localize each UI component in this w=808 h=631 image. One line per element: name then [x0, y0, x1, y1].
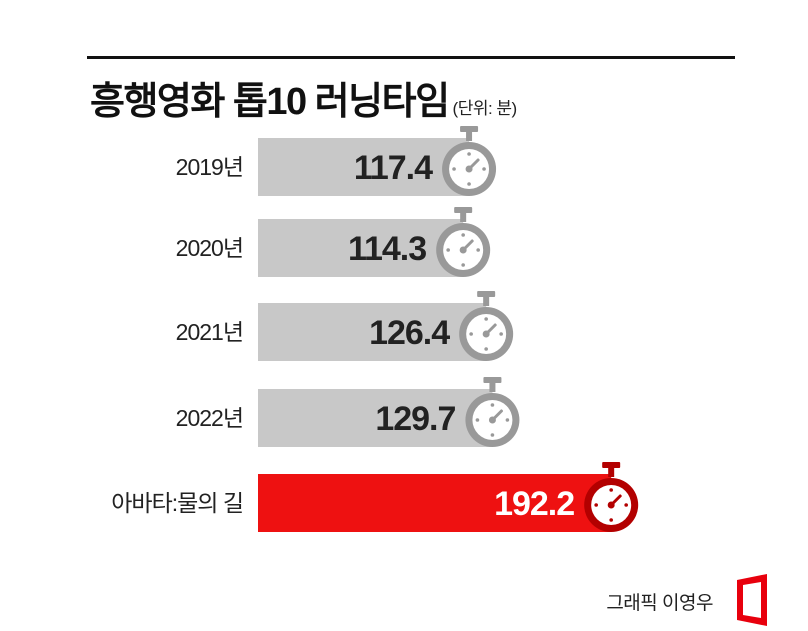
bar: [258, 474, 612, 532]
category-label: 2020년: [176, 235, 243, 261]
value-label: 117.4: [354, 149, 433, 187]
value-label: 129.7: [375, 400, 455, 438]
bar-row: 2019년 117.4: [176, 126, 497, 196]
value-label: 114.3: [348, 230, 426, 268]
stopwatch-icon: [442, 126, 497, 196]
bar: [258, 219, 464, 277]
stopwatch-icon: [459, 291, 514, 361]
brand-logo: [737, 574, 767, 626]
bar: [258, 303, 487, 361]
category-label: 아바타:물의 길: [111, 490, 243, 516]
stopwatch-icon: [436, 207, 491, 277]
top-rule: [87, 56, 735, 59]
bar-row: 2021년 126.4: [176, 291, 514, 361]
bar-row: 아바타:물의 길 192.2: [111, 462, 639, 532]
bar: [258, 138, 470, 196]
unit-label: (단위: 분): [452, 99, 518, 118]
graphic-credit: 그래픽 이영우: [606, 593, 713, 614]
chart-title-block: 흥행영화 톱10 러닝타임 (단위: 분): [90, 70, 517, 125]
category-label: 2021년: [176, 319, 243, 345]
bar: [258, 389, 493, 447]
stopwatch-icon: [584, 462, 639, 532]
bar-row: 2022년 129.7: [176, 377, 520, 447]
value-label: 126.4: [369, 314, 450, 352]
bar-row: 2020년 114.3: [176, 207, 491, 277]
stopwatch-icon: [465, 377, 520, 447]
value-label: 192.2: [494, 485, 574, 523]
category-label: 2019년: [176, 154, 243, 180]
category-label: 2022년: [176, 405, 243, 431]
chart-title: 흥행영화 톱10 러닝타임: [90, 81, 450, 123]
